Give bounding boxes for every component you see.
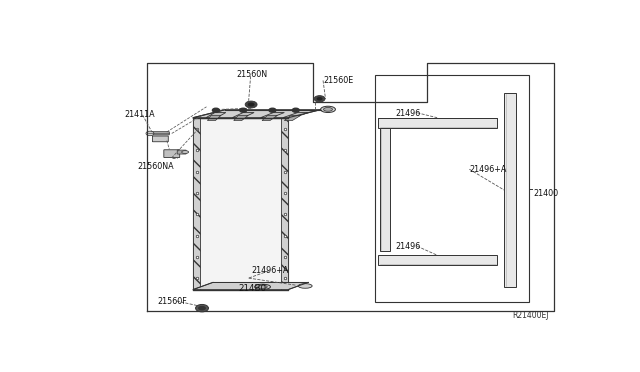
Ellipse shape [298, 284, 312, 288]
Bar [378, 118, 497, 128]
FancyBboxPatch shape [152, 136, 168, 142]
FancyBboxPatch shape [177, 150, 186, 154]
Circle shape [240, 108, 246, 112]
Circle shape [292, 108, 300, 112]
Polygon shape [207, 115, 221, 121]
Ellipse shape [182, 151, 189, 154]
Text: 21496+A: 21496+A [469, 165, 507, 174]
Ellipse shape [321, 106, 335, 112]
Circle shape [248, 103, 255, 106]
Polygon shape [206, 112, 226, 118]
FancyBboxPatch shape [147, 132, 170, 135]
FancyBboxPatch shape [164, 150, 180, 157]
Circle shape [245, 101, 257, 108]
Text: 21560N: 21560N [236, 70, 268, 79]
Polygon shape [283, 112, 308, 118]
Circle shape [146, 131, 154, 136]
Bar [378, 255, 497, 265]
Bar [380, 128, 390, 251]
Ellipse shape [255, 284, 271, 289]
Bar [282, 118, 288, 289]
Bar [193, 118, 288, 289]
Text: 21411A: 21411A [125, 110, 156, 119]
Polygon shape [284, 115, 301, 121]
Text: 21496+A: 21496+A [251, 266, 289, 275]
Circle shape [317, 97, 323, 100]
Ellipse shape [258, 285, 268, 288]
Circle shape [314, 96, 325, 102]
Polygon shape [193, 110, 321, 118]
Bar [504, 93, 516, 287]
Bar [193, 118, 200, 289]
Text: 21400: 21400 [534, 189, 559, 198]
Circle shape [198, 306, 206, 311]
Polygon shape [262, 115, 277, 121]
Text: 21560E: 21560E [323, 76, 353, 85]
Polygon shape [232, 112, 254, 118]
Ellipse shape [324, 108, 332, 111]
Circle shape [269, 108, 276, 112]
Text: 21496: 21496 [395, 109, 420, 118]
Circle shape [212, 108, 220, 112]
Bar [375, 75, 529, 302]
Circle shape [196, 304, 209, 312]
Text: 21560NA: 21560NA [137, 162, 173, 171]
Text: 21496: 21496 [395, 242, 420, 251]
Text: 214B0: 214B0 [239, 283, 267, 293]
Polygon shape [234, 115, 248, 121]
Text: 21560F: 21560F [157, 296, 187, 305]
Text: R21400EJ: R21400EJ [512, 311, 548, 320]
Polygon shape [260, 112, 284, 118]
Polygon shape [193, 282, 308, 289]
